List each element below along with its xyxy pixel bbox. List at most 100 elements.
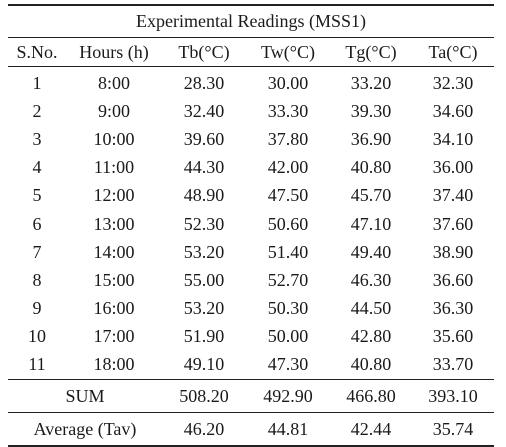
cell-sno: 11	[28, 354, 46, 375]
cell-ta: 35.60	[432, 326, 474, 347]
cell-tb: 49.10	[183, 354, 225, 375]
cell-tg: 45.70	[350, 185, 392, 206]
cell-tw: 30.00	[267, 72, 309, 93]
sum-ta: 393.10	[412, 379, 494, 414]
column-header-hours: Hours (h)	[66, 37, 162, 67]
table-row: 9 16:00 53.20 50.30 44.50 36.30	[8, 295, 494, 323]
average-row: Average (Tav) 46.20 44.81 42.44 35.74	[8, 412, 494, 447]
column-header-sno: S.No.	[8, 37, 66, 67]
cell-hours: 9:00	[97, 100, 130, 121]
table-row: 1 8:00 28.30 30.00 33.20 32.30	[8, 67, 494, 98]
cell-tw: 50.00	[267, 326, 309, 347]
column-header-tw: Tw(°C)	[246, 37, 330, 67]
cell-tw: 50.60	[267, 213, 309, 234]
table-row: 8 15:00 55.00 52.70 46.30 36.60	[8, 266, 494, 294]
cell-ta: 34.60	[432, 100, 474, 121]
cell-tw: 47.50	[267, 185, 309, 206]
cell-ta: 37.40	[432, 185, 474, 206]
cell-tw: 37.80	[267, 128, 309, 149]
table-header-row: S.No. Hours (h) Tb(°C) Tw(°C) Tg(°C) Ta(…	[8, 37, 494, 67]
sum-tw: 492.90	[246, 379, 330, 414]
cell-ta: 36.00	[432, 157, 474, 178]
column-header-tg: Tg(°C)	[330, 37, 412, 67]
sum-tg: 466.80	[330, 379, 412, 414]
cell-hours: 14:00	[93, 241, 135, 262]
cell-hours: 10:00	[93, 128, 135, 149]
sum-row: SUM 508.20 492.90 466.80 393.10	[8, 379, 494, 414]
cell-sno: 3	[32, 128, 42, 149]
cell-sno: 8	[32, 269, 42, 290]
cell-tb: 48.90	[183, 185, 225, 206]
cell-ta: 36.30	[432, 298, 474, 319]
cell-sno: 7	[32, 241, 42, 262]
cell-tg: 36.90	[350, 128, 392, 149]
cell-ta: 36.60	[432, 269, 474, 290]
cell-ta: 32.30	[432, 72, 474, 93]
cell-tg: 33.20	[350, 72, 392, 93]
cell-tg: 49.40	[350, 241, 392, 262]
cell-tw: 47.30	[267, 354, 309, 375]
cell-sno: 1	[32, 72, 42, 93]
cell-tg: 42.80	[350, 326, 392, 347]
sum-tb: 508.20	[162, 379, 246, 414]
cell-hours: 15:00	[93, 269, 135, 290]
cell-tb: 39.60	[183, 128, 225, 149]
cell-ta: 37.60	[432, 213, 474, 234]
cell-hours: 12:00	[93, 185, 135, 206]
cell-tb: 32.40	[183, 100, 225, 121]
cell-tb: 52.30	[183, 213, 225, 234]
cell-sno: 9	[32, 298, 42, 319]
cell-sno: 5	[32, 185, 42, 206]
cell-tb: 53.20	[183, 298, 225, 319]
table-body: 1 8:00 28.30 30.00 33.20 32.30 2 9:00 32.40 33.30…	[8, 67, 494, 380]
average-tb: 46.20	[162, 412, 246, 447]
readings-table-container: Experimental Readings (MSS1) S.No. Hours…	[8, 4, 494, 447]
column-header-ta: Ta(°C)	[412, 37, 494, 67]
cell-hours: 8:00	[97, 72, 130, 93]
cell-sno: 4	[32, 157, 42, 178]
sum-label: SUM	[8, 379, 162, 414]
table-row: 10 17:00 51.90 50.00 42.80 35.60	[8, 323, 494, 351]
cell-tg: 39.30	[350, 100, 392, 121]
cell-hours: 13:00	[93, 213, 135, 234]
cell-ta: 33.70	[432, 354, 474, 375]
cell-tw: 51.40	[267, 241, 309, 262]
cell-ta: 38.90	[432, 241, 474, 262]
cell-sno: 10	[28, 326, 46, 347]
cell-hours: 11:00	[93, 157, 135, 178]
table-row: 4 11:00 44.30 42.00 40.80 36.00	[8, 154, 494, 182]
cell-sno: 6	[32, 213, 42, 234]
average-tg: 42.44	[330, 412, 412, 447]
cell-tw: 42.00	[267, 157, 309, 178]
cell-tw: 33.30	[267, 100, 309, 121]
cell-tw: 50.30	[267, 298, 309, 319]
cell-sno: 2	[32, 100, 42, 121]
cell-tg: 40.80	[350, 354, 392, 375]
table-row: 6 13:00 52.30 50.60 47.10 37.60	[8, 210, 494, 238]
cell-tg: 47.10	[350, 213, 392, 234]
average-ta: 35.74	[412, 412, 494, 447]
cell-tb: 55.00	[183, 269, 225, 290]
table-row: 11 18:00 49.10 47.30 40.80 33.70	[8, 351, 494, 380]
cell-ta: 34.10	[432, 128, 474, 149]
table-title-row: Experimental Readings (MSS1)	[8, 4, 494, 38]
cell-hours: 17:00	[93, 326, 135, 347]
cell-tw: 52.70	[267, 269, 309, 290]
column-header-tb: Tb(°C)	[162, 37, 246, 67]
table-row: 7 14:00 53.20 51.40 49.40 38.90	[8, 238, 494, 266]
cell-tb: 53.20	[183, 241, 225, 262]
cell-tg: 40.80	[350, 157, 392, 178]
cell-tb: 44.30	[183, 157, 225, 178]
readings-table: Experimental Readings (MSS1) S.No. Hours…	[8, 4, 494, 447]
average-label: Average (Tav)	[8, 412, 162, 447]
table-row: 2 9:00 32.40 33.30 39.30 34.60	[8, 97, 494, 125]
table-title: Experimental Readings (MSS1)	[8, 4, 494, 38]
cell-tb: 28.30	[183, 72, 225, 93]
average-tw: 44.81	[246, 412, 330, 447]
cell-tg: 44.50	[350, 298, 392, 319]
cell-tb: 51.90	[183, 326, 225, 347]
cell-tg: 46.30	[350, 269, 392, 290]
table-row: 3 10:00 39.60 37.80 36.90 34.10	[8, 125, 494, 153]
cell-hours: 16:00	[93, 298, 135, 319]
table-row: 5 12:00 48.90 47.50 45.70 37.40	[8, 182, 494, 210]
